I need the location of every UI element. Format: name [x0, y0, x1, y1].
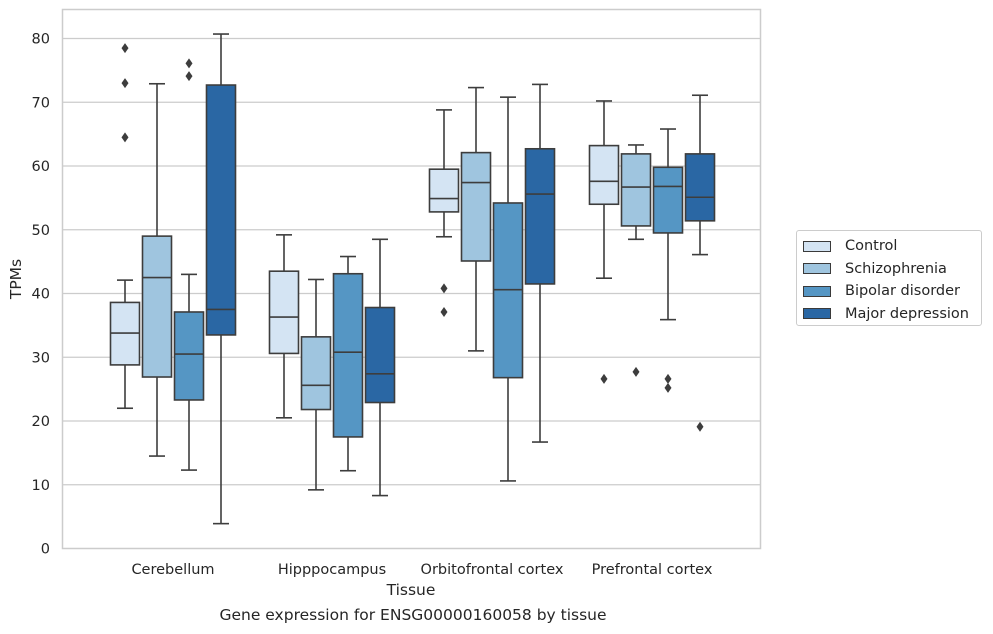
legend-item: Schizophrenia	[803, 258, 981, 281]
iqr-box	[620, 153, 652, 227]
iqr-box	[268, 270, 300, 355]
box-group	[364, 238, 396, 497]
outlier-point	[185, 71, 193, 82]
y-tick-label: 10	[32, 478, 50, 494]
y-tick-label: 60	[32, 159, 50, 175]
y-tick-label: 20	[32, 414, 50, 430]
y-tick-label: 30	[32, 350, 50, 366]
outlier-point	[121, 132, 129, 143]
box-group	[652, 128, 684, 393]
y-axis-ticks: 0 10 20 30 40 50 60 70 80	[32, 32, 50, 558]
box-group	[141, 82, 173, 457]
y-tick-label: 70	[32, 95, 50, 111]
legend-swatch	[803, 308, 831, 320]
outlier-point	[632, 366, 640, 377]
legend-label: Schizophrenia	[845, 260, 947, 277]
box-group	[492, 96, 524, 482]
outlier-point	[696, 421, 704, 432]
iqr-box	[141, 235, 173, 378]
y-tick-label: 0	[41, 542, 50, 558]
box-group	[588, 100, 620, 384]
legend-swatch	[803, 285, 831, 297]
outlier-point	[440, 283, 448, 294]
box-group	[109, 43, 141, 410]
iqr-box	[364, 306, 396, 404]
legend-label: Major depression	[845, 305, 969, 322]
iqr-box	[524, 147, 556, 285]
outlier-point	[600, 373, 608, 384]
box-group	[332, 255, 364, 472]
legend-swatch	[803, 240, 831, 252]
x-tick-label: Cerebellum	[131, 562, 214, 578]
legend-item: Control	[803, 235, 981, 258]
outlier-point	[440, 306, 448, 317]
iqr-box	[684, 153, 716, 222]
legend-item: Major depression	[803, 303, 981, 326]
iqr-box	[300, 336, 332, 411]
outlier-point	[664, 382, 672, 393]
x-tick-label: Orbitofrontal cortex	[421, 562, 564, 578]
outlier-point	[185, 58, 193, 69]
box-group	[684, 94, 716, 432]
outlier-point	[664, 373, 672, 384]
y-tick-label: 80	[32, 32, 50, 48]
iqr-box	[205, 84, 237, 336]
y-tick-label: 50	[32, 223, 50, 239]
legend-label: Control	[845, 238, 898, 255]
outlier-point	[121, 43, 129, 54]
box-group	[460, 86, 492, 352]
iqr-box	[652, 166, 684, 234]
x-tick-label: Hipppocampus	[278, 562, 386, 578]
box-group	[205, 33, 237, 525]
box-group	[620, 144, 652, 377]
iqr-box	[460, 151, 492, 262]
legend-item: Bipolar disorder	[803, 280, 981, 303]
boxes	[109, 33, 716, 525]
iqr-box	[332, 272, 364, 438]
box-group	[428, 109, 460, 317]
y-tick-label: 40	[32, 287, 50, 303]
x-axis-ticks: Cerebellum Hipppocampus Orbitofrontal cort…	[131, 562, 712, 578]
outlier-point	[121, 78, 129, 89]
box-group	[524, 83, 556, 443]
x-axis-label: Tissue	[386, 581, 436, 599]
legend-label: Bipolar disorder	[845, 283, 960, 300]
iqr-box	[173, 311, 205, 401]
box-group	[268, 234, 300, 419]
chart-caption: Gene expression for ENSG00000160058 by t…	[219, 606, 607, 624]
plot-area-frame	[61, 8, 762, 550]
box-group	[173, 58, 205, 471]
legend-swatch	[803, 263, 831, 275]
legend: Control Schizophrenia Bipolar disorder Majo…	[796, 230, 982, 326]
y-axis-label: TPMs	[7, 259, 25, 300]
iqr-box	[588, 144, 620, 206]
box-group	[300, 278, 332, 491]
iqr-box	[428, 168, 460, 213]
x-tick-label: Prefrontal cortex	[592, 562, 713, 578]
